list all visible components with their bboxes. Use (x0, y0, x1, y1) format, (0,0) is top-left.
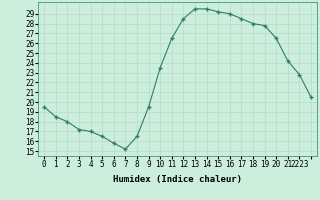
X-axis label: Humidex (Indice chaleur): Humidex (Indice chaleur) (113, 175, 242, 184)
